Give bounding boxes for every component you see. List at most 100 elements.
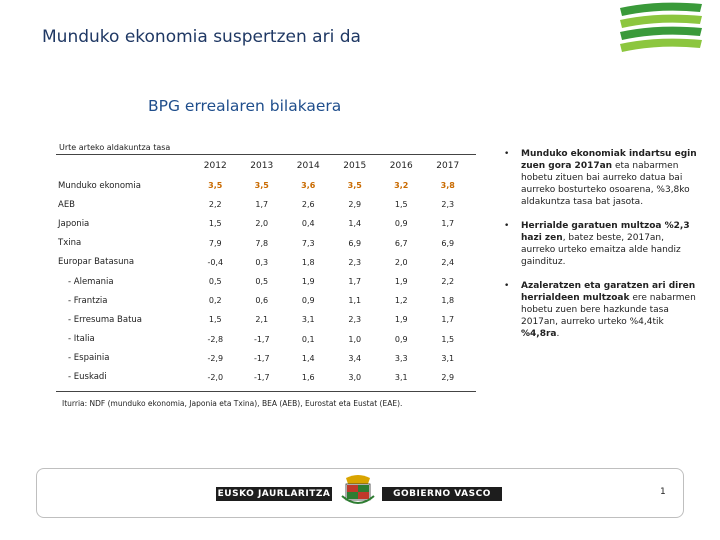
value-cell: 0,3 [255,257,269,267]
value-cell: 3,8 [440,181,455,191]
value-cell: 0,2 [208,296,222,306]
row-label: Japonia [58,218,90,229]
year-header: 2017 [436,161,460,171]
value-cell: 1,5 [441,334,455,344]
value-cell: 0,1 [301,334,315,344]
value-cell: 1,5 [208,219,222,229]
value-cell: 0,9 [394,334,408,344]
value-cell: 0,5 [255,277,269,287]
table-source: Iturria: NDF (munduko ekonomia, Japonia … [62,399,403,408]
table-row: Txina 7,9 7,8 7,3 6,9 6,7 6,9 [58,234,471,253]
table-row: - Erresuma Batua 1,5 2,1 3,1 2,3 1,9 1,7 [58,310,471,329]
value-cell: 3,2 [394,181,409,191]
value-cell: 3,5 [347,181,362,191]
bullet-tail: . [556,329,560,339]
value-cell: -1,7 [253,372,270,382]
value-cell: 7,9 [208,238,222,248]
bullet-text: eta nabarmen hobetu zituen bai aurreko d… [521,161,690,207]
value-cell: 2,9 [441,372,455,382]
row-label: Txina [58,238,82,249]
value-cell: 1,0 [348,334,362,344]
row-label: Munduko ekonomia [58,180,141,191]
bullet-item: • Munduko ekonomiak indartsu egin zuen g… [500,148,700,208]
value-cell: 1,8 [441,296,455,306]
bullet-list: • Munduko ekonomiak indartsu egin zuen g… [500,148,700,352]
value-cell: 1,7 [441,315,455,325]
bullet-bold: Munduko ekonomiak indartsu egin zuen gor… [521,149,697,171]
value-cell: -0,4 [207,257,224,267]
value-cell: 1,7 [441,219,455,229]
table-row: - Italia -2,8 -1,7 0,1 1,0 0,9 1,5 [58,330,471,349]
row-label: AEB [58,199,76,210]
row-label: - Alemania [68,276,114,287]
value-cell: 2,0 [394,257,408,267]
value-cell: 0,9 [394,219,408,229]
value-cell: 3,0 [348,372,362,382]
value-cell: 3,1 [394,372,408,382]
value-cell: 1,5 [394,200,408,210]
value-cell: 0,5 [208,277,222,287]
value-cell: 1,4 [301,353,315,363]
row-label: Europar Batasuna [58,257,135,268]
row-label: - Espainia [68,353,110,364]
value-cell: 2,2 [208,200,222,210]
year-header: 2016 [389,161,413,171]
value-cell: 2,3 [348,257,362,267]
table-row: - Alemania 0,5 0,5 1,9 1,7 1,9 2,2 [58,272,471,291]
row-label: - Erresuma Batua [68,314,142,325]
value-cell: 2,3 [441,200,455,210]
value-cell: 3,3 [394,353,408,363]
gov-name-spanish: GOBIERNO VASCO [382,487,502,501]
value-cell: 7,8 [255,238,269,248]
row-label: - Frantzia [68,295,108,306]
table-caption: Urte arteko aldakuntza tasa [59,143,171,152]
value-cell: -1,7 [253,353,270,363]
bullet-bold: Azaleratzen eta garatzen ari diren herri… [521,281,696,303]
bullet-bold: Herrialde garatuen multzoa %2,3 hazi zen [521,221,690,243]
bullet-dot-icon: • [504,221,510,231]
row-label: - Euskadi [68,372,107,383]
value-cell: 2,0 [255,219,269,229]
footer-frame [36,468,684,518]
value-cell: 3,6 [301,181,316,191]
gov-name-basque: EUSKO JAURLARITZA [216,487,332,501]
bullet-item: • Herrialde garatuen multzoa %2,3 hazi z… [500,220,700,268]
value-cell: 1,1 [348,296,362,306]
bullet-dot-icon: • [504,149,510,159]
value-cell: 3,4 [348,353,362,363]
row-label: - Italia [68,334,95,345]
value-cell: 0,9 [301,296,315,306]
year-header: 2013 [250,161,274,171]
value-cell: 7,3 [301,238,315,248]
value-cell: 2,2 [441,277,455,287]
table-row: Europar Batasuna -0,4 0,3 1,8 2,3 2,0 2,4 [58,253,471,272]
value-cell: 2,3 [348,315,362,325]
table-row: - Espainia -2,9 -1,7 1,4 3,4 3,3 3,1 [58,349,471,368]
value-cell: 1,5 [208,315,222,325]
bullet-text: , batez beste, 2017an, aurreko urteko em… [521,233,681,267]
slide-title: Munduko ekonomia suspertzen ari da [42,27,361,47]
value-cell: 6,9 [441,238,455,248]
value-cell: 3,1 [301,315,315,325]
value-cell: 1,7 [348,277,362,287]
table-row: Japonia 1,5 2,0 0,4 1,4 0,9 1,7 [58,214,471,233]
value-cell: 2,1 [255,315,269,325]
value-cell: 0,4 [301,219,315,229]
value-cell: -1,7 [253,334,270,344]
bullet-item: • Azaleratzen eta garatzen ari diren her… [500,280,700,340]
table-header-row: 2012 2013 2014 2015 2016 2017 [58,156,471,176]
value-cell: 6,9 [348,238,362,248]
year-header: 2014 [296,161,320,171]
value-cell: 1,2 [394,296,408,306]
bullet-dot-icon: • [504,281,510,291]
value-cell: -2,9 [207,353,224,363]
table-row: Munduko ekonomia 3,5 3,5 3,6 3,5 3,2 3,8 [58,176,471,195]
page-number: 1 [660,487,666,497]
table-row: - Euskadi -2,0 -1,7 1,6 3,0 3,1 2,9 [58,368,471,387]
value-cell: 3,1 [441,353,455,363]
value-cell: 6,7 [394,238,408,248]
section-title: BPG errealaren bilakaera [148,97,342,115]
bullet-bold-end: %4,8ra [521,329,557,339]
stacked-leaves-logo-icon [616,0,706,56]
year-header: 2012 [203,161,227,171]
